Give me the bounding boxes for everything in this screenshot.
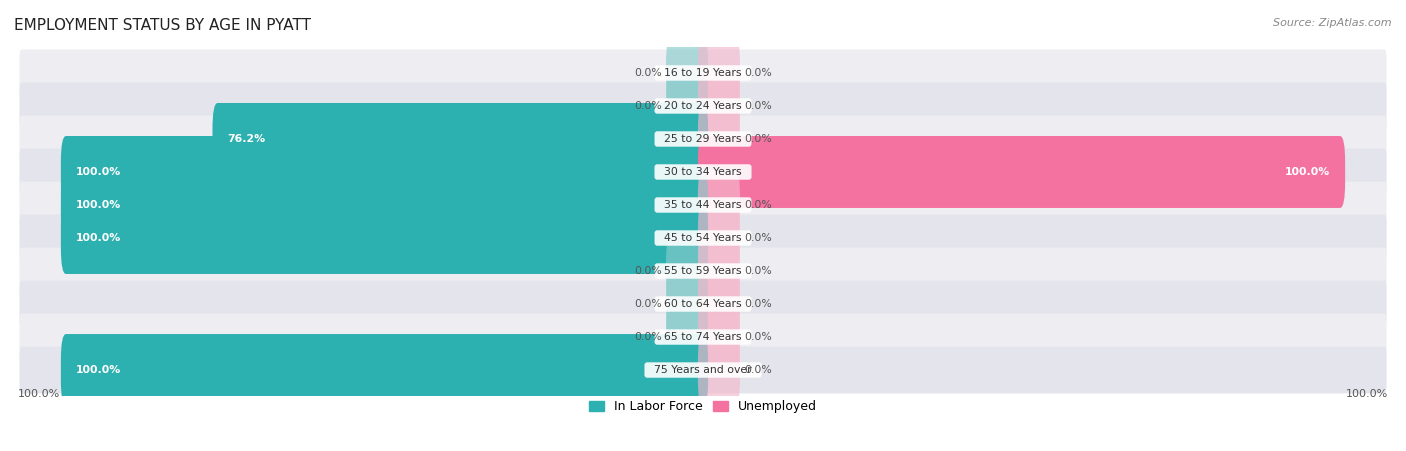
Text: 100.0%: 100.0% [76, 167, 121, 177]
FancyBboxPatch shape [666, 37, 709, 109]
Text: 100.0%: 100.0% [76, 365, 121, 375]
FancyBboxPatch shape [697, 169, 740, 241]
Text: 0.0%: 0.0% [744, 266, 772, 276]
Text: 16 to 19 Years: 16 to 19 Years [657, 68, 749, 78]
FancyBboxPatch shape [20, 346, 1386, 393]
FancyBboxPatch shape [697, 268, 740, 340]
Text: Source: ZipAtlas.com: Source: ZipAtlas.com [1274, 18, 1392, 28]
Text: 30 to 34 Years: 30 to 34 Years [657, 167, 749, 177]
FancyBboxPatch shape [697, 136, 1346, 208]
Text: 0.0%: 0.0% [634, 332, 662, 342]
FancyBboxPatch shape [666, 268, 709, 340]
FancyBboxPatch shape [666, 70, 709, 142]
FancyBboxPatch shape [666, 235, 709, 307]
Text: 0.0%: 0.0% [634, 101, 662, 111]
FancyBboxPatch shape [697, 103, 740, 175]
FancyBboxPatch shape [697, 334, 740, 406]
Text: 65 to 74 Years: 65 to 74 Years [657, 332, 749, 342]
Text: 35 to 44 Years: 35 to 44 Years [657, 200, 749, 210]
Text: 0.0%: 0.0% [634, 266, 662, 276]
Text: 0.0%: 0.0% [744, 200, 772, 210]
Text: 0.0%: 0.0% [744, 134, 772, 144]
FancyBboxPatch shape [20, 215, 1386, 262]
Text: 0.0%: 0.0% [744, 68, 772, 78]
Text: 0.0%: 0.0% [744, 233, 772, 243]
FancyBboxPatch shape [20, 148, 1386, 195]
FancyBboxPatch shape [20, 248, 1386, 295]
Text: 20 to 24 Years: 20 to 24 Years [657, 101, 749, 111]
FancyBboxPatch shape [697, 202, 740, 274]
Text: 0.0%: 0.0% [744, 365, 772, 375]
Text: 0.0%: 0.0% [744, 332, 772, 342]
Legend: In Labor Force, Unemployed: In Labor Force, Unemployed [583, 395, 823, 418]
Text: 100.0%: 100.0% [1285, 167, 1330, 177]
FancyBboxPatch shape [697, 37, 740, 109]
FancyBboxPatch shape [212, 103, 709, 175]
Text: 55 to 59 Years: 55 to 59 Years [657, 266, 749, 276]
Text: 0.0%: 0.0% [634, 68, 662, 78]
Text: 0.0%: 0.0% [744, 299, 772, 309]
Text: 25 to 29 Years: 25 to 29 Years [657, 134, 749, 144]
Text: 100.0%: 100.0% [76, 233, 121, 243]
FancyBboxPatch shape [20, 115, 1386, 162]
Text: 76.2%: 76.2% [228, 134, 266, 144]
FancyBboxPatch shape [697, 235, 740, 307]
Text: EMPLOYMENT STATUS BY AGE IN PYATT: EMPLOYMENT STATUS BY AGE IN PYATT [14, 18, 311, 33]
FancyBboxPatch shape [697, 301, 740, 373]
Text: 60 to 64 Years: 60 to 64 Years [657, 299, 749, 309]
Text: 100.0%: 100.0% [76, 200, 121, 210]
Text: 45 to 54 Years: 45 to 54 Years [657, 233, 749, 243]
FancyBboxPatch shape [20, 281, 1386, 327]
Text: 75 Years and over: 75 Years and over [647, 365, 759, 375]
FancyBboxPatch shape [20, 313, 1386, 360]
FancyBboxPatch shape [20, 182, 1386, 228]
Text: 100.0%: 100.0% [1346, 389, 1388, 399]
FancyBboxPatch shape [20, 83, 1386, 129]
FancyBboxPatch shape [60, 202, 709, 274]
FancyBboxPatch shape [60, 334, 709, 406]
FancyBboxPatch shape [60, 169, 709, 241]
Text: 100.0%: 100.0% [18, 389, 60, 399]
FancyBboxPatch shape [697, 70, 740, 142]
FancyBboxPatch shape [20, 50, 1386, 97]
Text: 0.0%: 0.0% [744, 101, 772, 111]
FancyBboxPatch shape [666, 301, 709, 373]
FancyBboxPatch shape [60, 136, 709, 208]
Text: 0.0%: 0.0% [634, 299, 662, 309]
